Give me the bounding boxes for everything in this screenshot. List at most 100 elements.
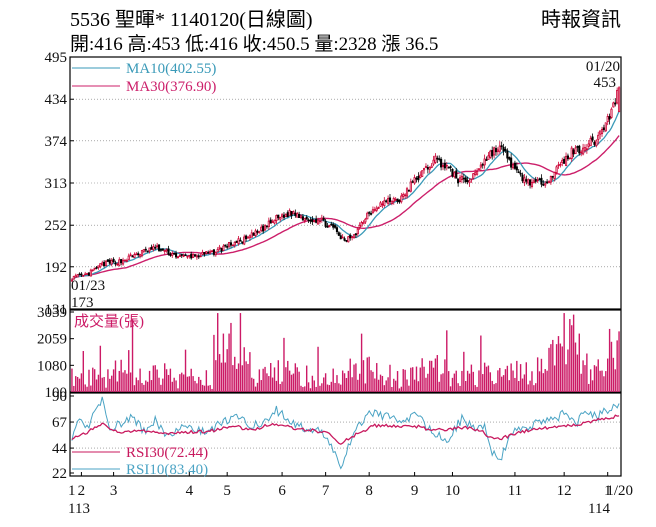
candle-body [298,213,301,218]
candle-body [553,172,556,179]
candle-body [368,212,371,214]
candle-body [455,170,458,179]
candle-body [606,116,609,122]
candle-body [207,252,210,254]
volume-bar [468,373,471,392]
candle-body [186,255,189,258]
candle-body [235,240,238,243]
volume-bar [483,362,486,392]
candle-body [301,216,304,221]
volume-bar [555,344,558,392]
candle-body [273,219,276,224]
candle-body [568,157,571,160]
volume-bar [489,372,492,392]
volume-bar [328,385,331,392]
volume-bar [512,370,514,392]
candle-body [549,176,552,183]
volume-bar [485,366,488,392]
volume-bar [372,371,374,392]
volume-bar [527,384,529,392]
month-label: 1 [604,483,612,499]
volume-bar [173,377,175,392]
candle-body [366,212,369,220]
candle-body [354,233,357,236]
candle-body [360,222,363,227]
candle-body [551,176,554,178]
candle-body [434,155,437,163]
rsi30-legend: RSI30(72.44) [126,445,208,461]
candle-body [322,218,325,221]
volume-bar [616,340,618,392]
volume-bar [470,364,473,392]
month-label: 1/20 [606,483,633,499]
candle-body [574,147,577,155]
volume-bar [546,370,548,392]
volume-bar [139,368,141,392]
volume-bar [252,378,255,392]
candle-body [468,180,471,184]
volume-bar [457,383,459,392]
candle-body [271,221,274,223]
volume-bar [270,363,272,392]
candle-body [154,247,157,249]
volume-bar [482,374,484,392]
candle-body [369,213,373,215]
volume-bar [80,373,83,392]
volume-bar [188,376,191,392]
candle-body [190,253,193,259]
candle-body [532,180,535,184]
candle-body [566,155,570,160]
volume-bar [412,367,414,392]
candle-body [432,159,435,165]
volume-bar [599,370,601,392]
candle-body [580,151,583,154]
candle-body [513,162,516,169]
volume-bar [442,373,444,392]
price-tick-label: 252 [45,218,68,234]
month-label: 1 [68,483,76,499]
volume-bar [376,363,378,392]
month-label: 8 [365,483,373,499]
volume-panel-frame [69,309,622,393]
candle-body [610,108,613,118]
rsi10-line [71,396,620,470]
volume-bar [578,333,580,392]
volume-bar [377,379,380,392]
volume-bar [459,385,461,392]
candle-body [597,134,600,140]
candle-body [375,207,378,211]
candle-body [195,255,198,258]
volume-bar [572,314,575,392]
candle-body [351,236,354,238]
volume-tick-label: 100 [45,385,68,401]
period-low-label: 173 [71,295,94,311]
candle-body [421,170,424,177]
candle-body [290,210,293,216]
candle-body [281,214,284,217]
volume-bar [95,379,98,392]
volume-bar [553,365,556,392]
candle-body [477,168,481,170]
candle-body [617,87,621,113]
volume-bar [366,357,368,392]
volume-bar [82,351,85,392]
candle-body [457,178,460,184]
candle-body [453,172,456,178]
volume-bar [190,368,192,392]
volume-bar [186,376,189,392]
month-label: 3 [110,483,118,499]
candle-body [171,253,174,256]
candle-body [335,227,339,233]
rsi-tick-label: 90 [52,389,67,405]
volume-bar [84,384,86,392]
candle-body [275,215,278,221]
volume-bar [408,385,410,392]
volume-bar [347,370,350,392]
volume-bar [400,386,403,392]
ma10-legend: MA10(402.55) [126,61,216,77]
candle-body [362,221,365,225]
candle-body [228,241,231,247]
volume-bar [86,386,88,392]
candle-body [129,254,132,257]
volume-bar [164,363,166,392]
